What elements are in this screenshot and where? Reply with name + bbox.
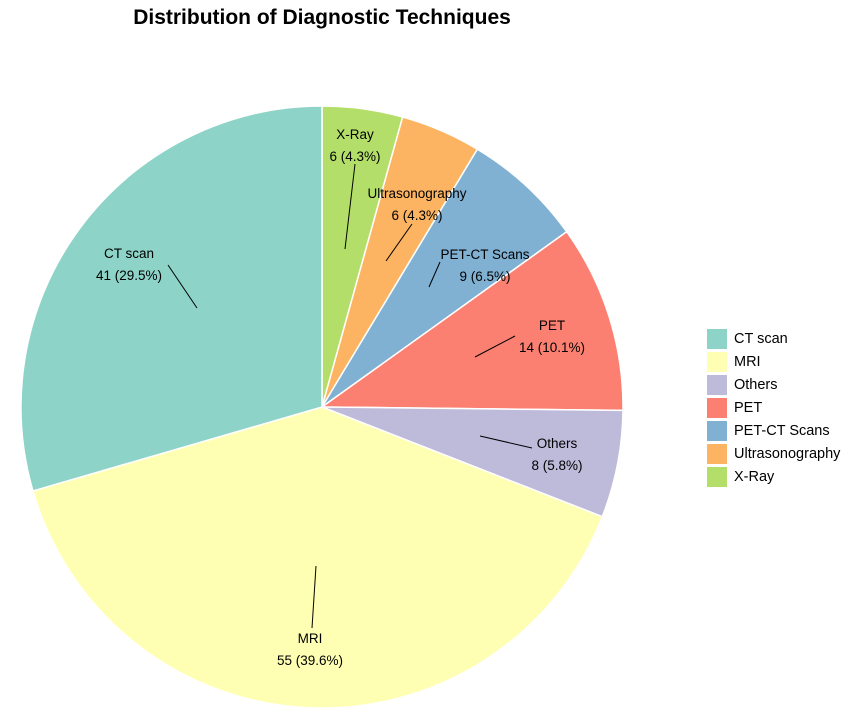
legend-item-others: Others — [707, 373, 840, 396]
slice-label-value-others: 8 (5.8%) — [531, 458, 582, 473]
legend: CT scan MRI Others PET PET-CT Scans Ultrasono… — [707, 327, 840, 488]
slice-label-name-others: Others — [537, 436, 578, 451]
slice-label-name-ultrasonography: Ultrasonography — [367, 186, 466, 201]
pie-slice-pet — [319, 230, 624, 412]
legend-label-x-ray: X-Ray — [734, 468, 775, 485]
legend-item-ct-scan: CT scan — [707, 327, 840, 350]
legend-key-pet — [707, 397, 727, 418]
leader-line-mri — [311, 565, 317, 629]
slice-label-name-pet: PET — [539, 318, 565, 333]
pie-slice-ct-scan — [20, 105, 323, 492]
pie-slice-mri — [31, 406, 604, 709]
legend-key-x-ray — [707, 466, 727, 487]
slice-label-value-pet: 14 (10.1%) — [519, 340, 585, 355]
pie-slice-pet-ct-scans — [321, 148, 568, 408]
slice-label-value-ct-scan: 41 (29.5%) — [96, 268, 162, 283]
slice-label-value-ultrasonography: 6 (4.3%) — [391, 208, 442, 223]
legend-label-pet: PET — [734, 399, 763, 416]
slice-label-name-mri: MRI — [298, 631, 323, 646]
legend-item-mri: MRI — [707, 350, 840, 373]
slice-label-name-ct-scan: CT scan — [104, 246, 154, 261]
legend-item-ultrasonography: Ultrasonography — [707, 442, 840, 465]
legend-key-ultrasonography — [707, 443, 727, 464]
legend-key-mri — [707, 351, 727, 372]
legend-item-pet-ct-scans: PET-CT Scans — [707, 419, 840, 442]
legend-item-x-ray: X-Ray — [707, 465, 840, 488]
legend-key-pet-ct-scans — [707, 420, 727, 441]
leader-line-ultrasonography — [385, 223, 413, 262]
legend-label-ultrasonography: Ultrasonography — [734, 445, 841, 462]
leader-line-others — [479, 435, 533, 449]
legend-key-others — [707, 374, 727, 395]
leader-line-pet-ct-scans — [428, 261, 441, 288]
slice-label-value-x-ray: 6 (4.3%) — [329, 149, 380, 164]
legend-item-pet: PET — [707, 396, 840, 419]
slice-label-name-pet-ct-scans: PET-CT Scans — [440, 247, 529, 262]
leader-line-ct-scan — [167, 264, 198, 309]
slice-label-value-pet-ct-scans: 9 (6.5%) — [459, 269, 510, 284]
legend-label-pet-ct-scans: PET-CT Scans — [734, 422, 830, 439]
legend-label-ct-scan: CT scan — [734, 330, 788, 347]
leader-line-pet — [474, 335, 516, 358]
slice-label-name-x-ray: X-Ray — [336, 127, 374, 142]
legend-key-ct-scan — [707, 328, 727, 349]
slice-label-value-mri: 55 (39.6%) — [277, 653, 343, 668]
leader-line-x-ray — [344, 163, 356, 250]
legend-label-others: Others — [734, 376, 778, 393]
legend-label-mri: MRI — [734, 353, 761, 370]
chart-title: Distribution of Diagnostic Techniques — [133, 6, 511, 29]
